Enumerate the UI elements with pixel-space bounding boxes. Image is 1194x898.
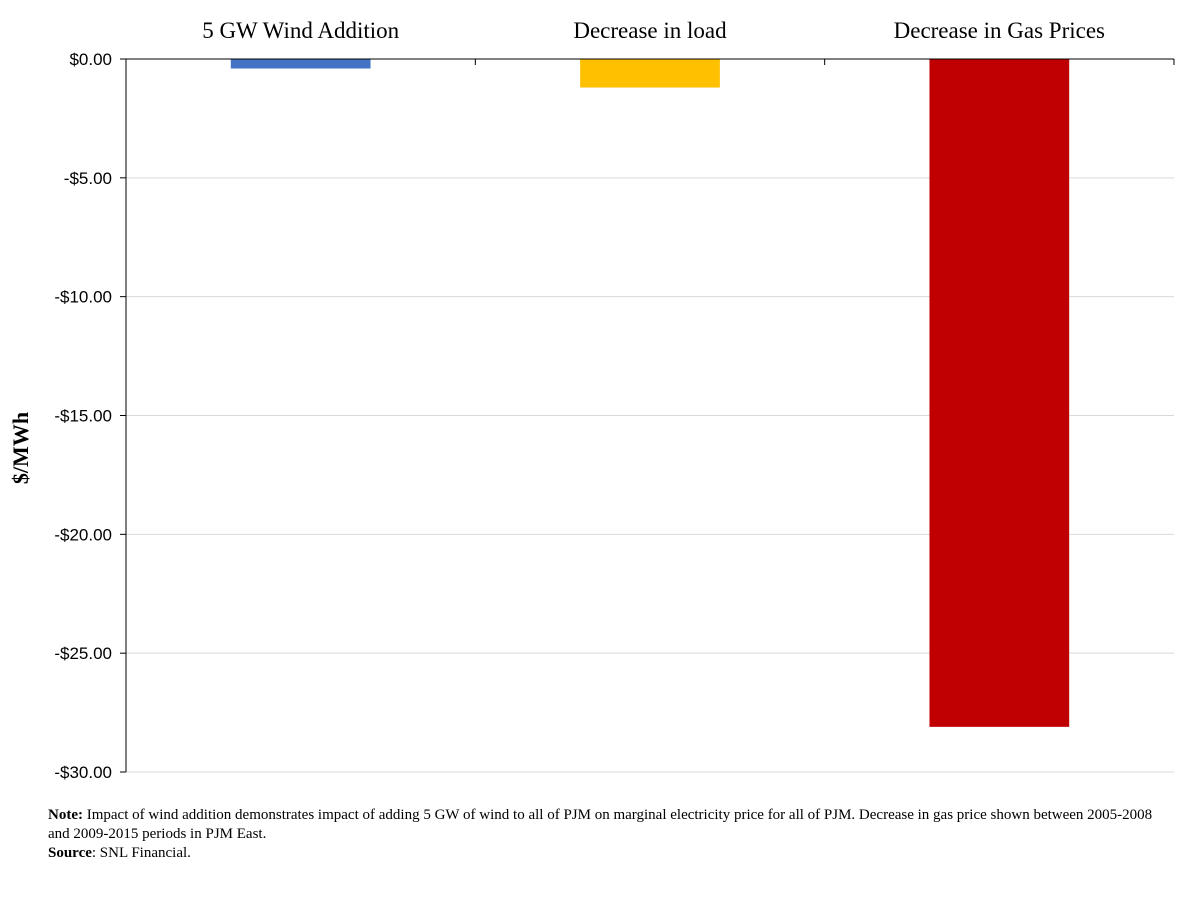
y-tick-label: -$5.00	[64, 169, 112, 188]
y-tick-label: -$20.00	[54, 525, 112, 544]
category-label: 5 GW Wind Addition	[202, 18, 399, 43]
bar-0	[230, 59, 371, 69]
note-line: Note: Impact of wind addition demonstrat…	[48, 806, 1158, 844]
note-text: Impact of wind addition demonstrates imp…	[48, 807, 1153, 842]
bar-chart: $0.00 -$5.00 -$10.00 -$15.00 -$20.00 -$25.00 -…	[8, 18, 1175, 782]
y-axis-label: $/MWh	[8, 412, 33, 484]
y-tick-label: $0.00	[69, 50, 112, 69]
source-line: Source: SNL Financial.	[48, 844, 1158, 863]
y-tick-label: -$15.00	[54, 407, 112, 426]
bars	[230, 59, 1070, 727]
y-tick-label: -$10.00	[54, 288, 112, 307]
bar-2	[929, 59, 1070, 727]
bar-1	[580, 59, 720, 88]
category-labels: 5 GW Wind Addition Decrease in load Decrea…	[202, 18, 1105, 43]
source-label: Source	[48, 845, 92, 861]
y-tick-labels: $0.00 -$5.00 -$10.00 -$15.00 -$20.00 -$25.00 -…	[54, 50, 112, 782]
category-label: Decrease in Gas Prices	[894, 18, 1105, 43]
axes	[120, 58, 1175, 773]
y-tick-label: -$30.00	[54, 763, 112, 782]
y-tick-label: -$25.00	[54, 644, 112, 663]
chart-notes: Note: Impact of wind addition demonstrat…	[48, 806, 1158, 863]
note-label: Note:	[48, 807, 83, 823]
source-text: : SNL Financial.	[91, 845, 191, 861]
category-label: Decrease in load	[573, 18, 727, 43]
